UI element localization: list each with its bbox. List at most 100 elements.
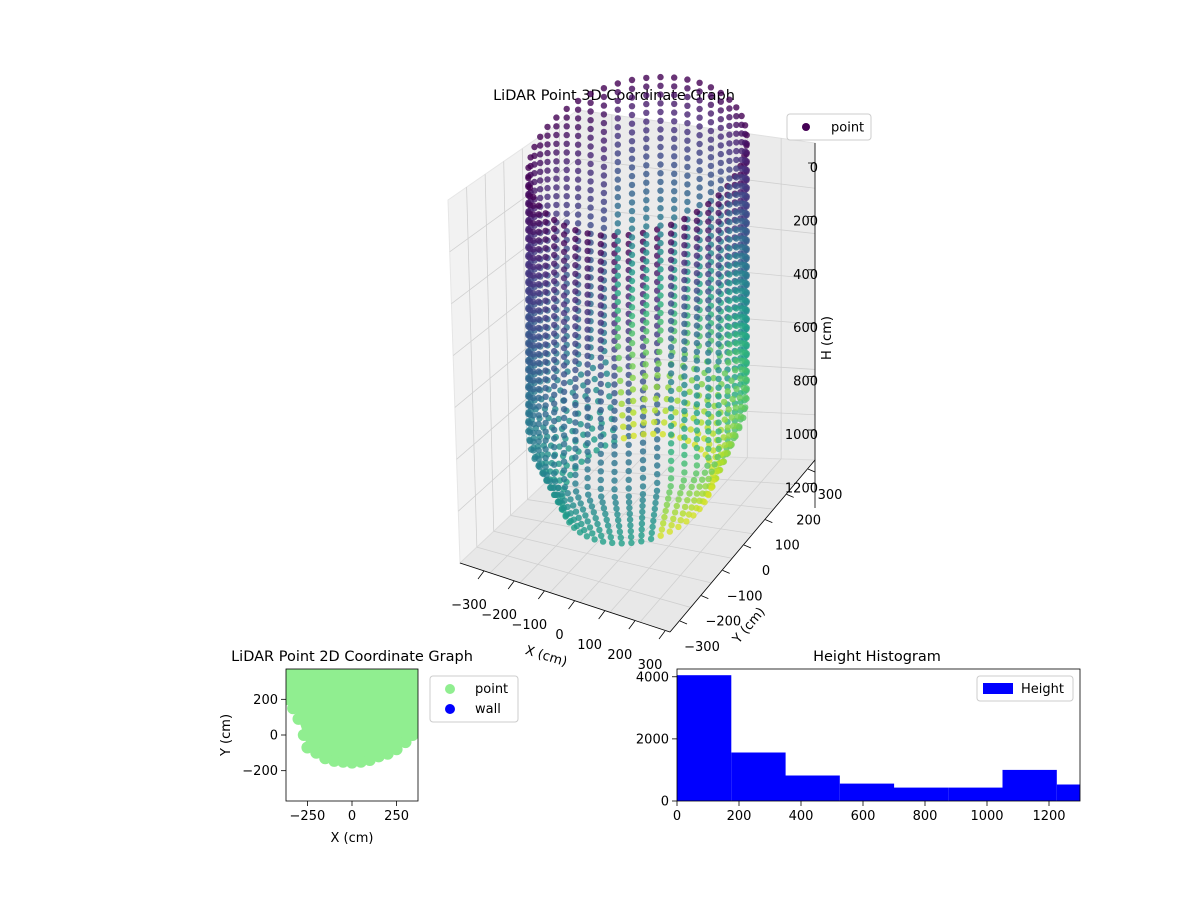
point-3d [671,135,678,142]
point-3d [656,348,663,356]
point-3d [578,520,585,528]
point-3d [531,143,538,151]
point-3d [551,470,558,477]
point-3d [738,191,745,198]
point-3d [530,421,537,428]
point-3d [641,407,648,415]
point-3d [537,159,544,167]
point-3d [693,409,701,417]
point-3d [614,150,621,157]
point-3d [530,377,537,384]
point-3d [733,314,740,321]
point-3d [577,371,585,378]
point-3d [585,491,592,498]
point-3d [726,288,733,296]
point-3d [574,167,582,175]
point-3d [614,158,621,166]
point-3d [707,119,715,126]
point-3d [733,200,740,207]
point-3d [626,504,633,512]
point-3d [652,395,660,402]
point-3d [699,476,706,483]
point-3d [572,384,579,391]
point-3d [733,357,740,365]
point-3d [525,174,532,182]
point-3d [657,91,664,98]
point-3d [738,182,745,190]
point-3d [657,187,664,194]
point-3d [625,493,632,500]
point-3d [575,514,582,521]
histogram-bar [894,787,949,801]
z-tick-label-3d: 1200 [785,481,818,496]
z-tick-label-3d: 400 [793,268,818,283]
point-3d [600,198,608,205]
point-3d [671,91,678,99]
point-3d [667,326,675,333]
point-3d [542,428,549,435]
point-3d [587,221,594,229]
point-3d [738,270,745,277]
point-3d [677,490,684,497]
point-3d [733,385,740,393]
point-3d [584,518,591,525]
point-3d [553,114,560,121]
point-3d [681,268,688,275]
point-3d [616,366,623,373]
point-3d [705,358,712,365]
point-3d [542,358,549,365]
point-3d [696,149,703,156]
point-3d [696,201,703,209]
point-3d [625,499,633,506]
point-3d [733,252,740,260]
point-3d [715,297,722,304]
point-3d [530,342,537,349]
point-3d [657,266,664,273]
point-3d [652,499,659,507]
point-3d [715,288,722,295]
point-3d [725,432,733,439]
point-3d [640,431,647,438]
point-3d [602,510,609,518]
point-3d [625,415,632,422]
point-3d [544,149,551,157]
point-3d [639,343,647,350]
point-3d [551,243,558,250]
x-tick-label-hist: 1200 [1032,809,1065,824]
point-3d [544,123,551,131]
point-3d [535,254,542,262]
point-3d [705,209,712,217]
point-3d [708,484,715,492]
point-3d [726,218,733,226]
point-3d [701,498,708,506]
point-3d [614,307,621,314]
point-3d [625,459,632,466]
point-3d [657,231,664,238]
point-3d [584,273,591,281]
point-3d [596,526,603,534]
point-3d [530,438,537,445]
point-3d [639,439,647,446]
point-3d [684,111,691,118]
x-ticks-2d: −250 0 250 [290,801,409,824]
point-3d [572,375,579,382]
point-3d [654,444,661,452]
point-3d [705,375,712,383]
point-3d [715,428,722,435]
point-3d [686,490,693,497]
point-3d [560,231,568,238]
point-3d [611,407,618,414]
point-3d [675,496,682,503]
point-3d [525,164,532,171]
point-3d [715,402,722,409]
point-3d [667,440,675,447]
point-3d [681,399,688,406]
point-3d [679,510,687,517]
point-3d [738,287,745,294]
point-3d [696,193,703,200]
point-3d [535,359,542,366]
point-3d [584,378,591,386]
point-3d [717,185,724,193]
point-3d [738,165,745,172]
point-3d [628,164,636,171]
